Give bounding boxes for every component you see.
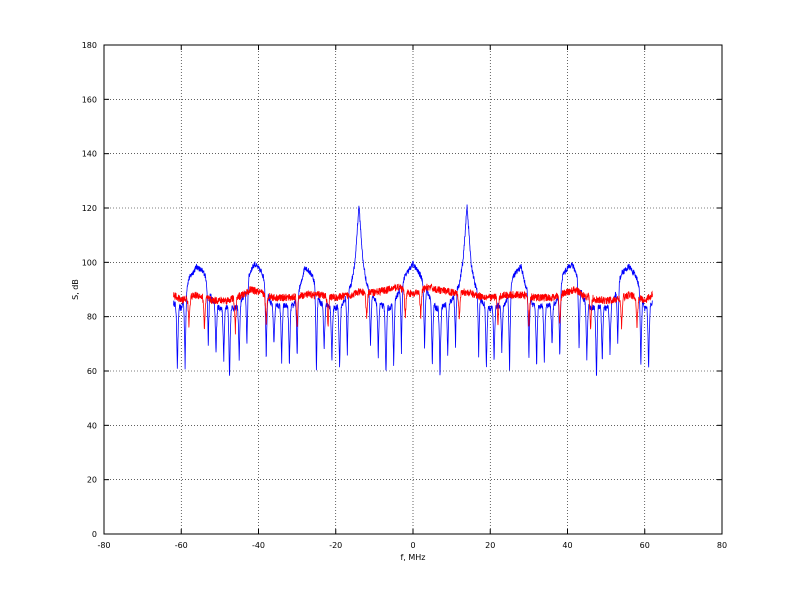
x-tick-label: -60: [175, 541, 188, 550]
series-layer: [173, 204, 653, 376]
x-tick-label: 0: [410, 541, 415, 550]
x-tick-label: 20: [485, 541, 495, 550]
series-line-0: [173, 204, 653, 376]
ticks: -80 -60 -40 -20 0 20 40 60 80 0 20 40 60 80 100 120 140 1…: [82, 41, 727, 550]
y-tick-label: 40: [87, 421, 97, 430]
y-tick-label: 100: [82, 258, 97, 267]
y-tick-label: 160: [82, 95, 97, 104]
y-tick-label: 20: [87, 476, 97, 485]
y-axis-label: S, dB: [71, 279, 80, 300]
y-tick-label: 140: [82, 150, 97, 159]
x-tick-label: 60: [640, 541, 650, 550]
y-tick-label: 120: [82, 204, 97, 213]
grid: [104, 45, 722, 534]
y-tick-label: 60: [87, 367, 97, 376]
y-tick-label: 80: [87, 313, 97, 322]
y-tick-label: 180: [82, 41, 97, 50]
y-tick-label: 0: [92, 530, 97, 539]
x-tick-label: -20: [329, 541, 342, 550]
x-tick-label: 80: [717, 541, 727, 550]
plot-frame: [103, 44, 723, 535]
x-tick-label: 40: [562, 541, 572, 550]
series-line-1: [173, 283, 653, 335]
x-tick-label: -40: [252, 541, 265, 550]
x-axis-label: f, MHz: [400, 553, 425, 562]
x-tick-label: -80: [97, 541, 110, 550]
